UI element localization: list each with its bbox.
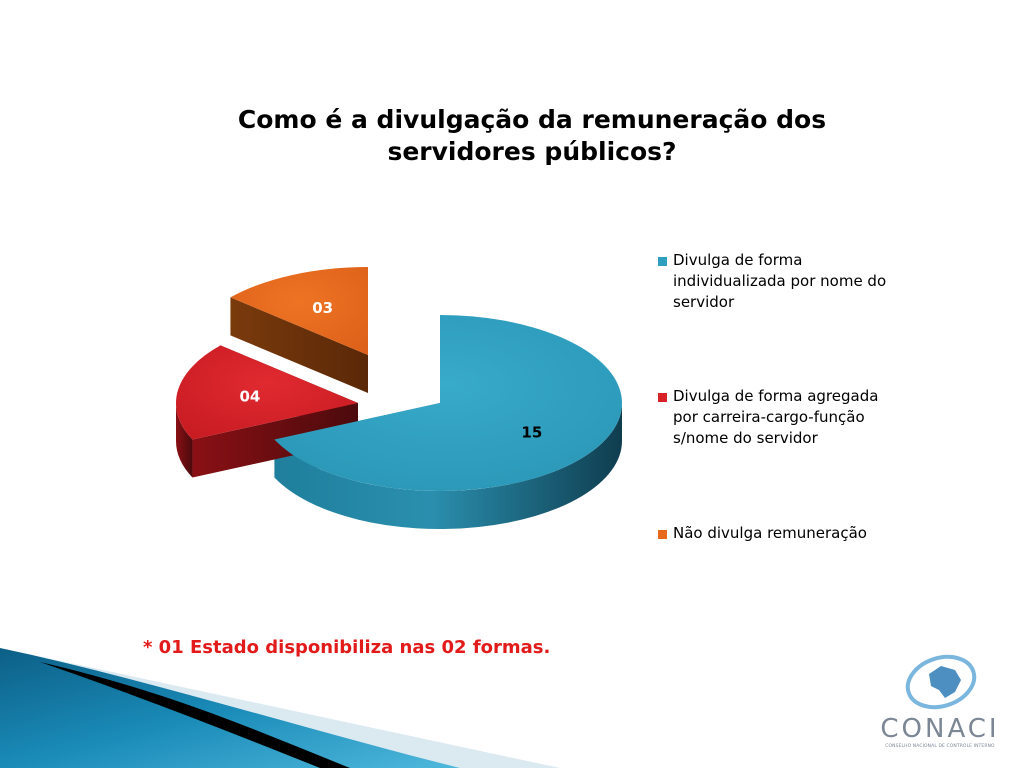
legend-swatch-agregada xyxy=(658,393,667,402)
pie-slice-cut-face-nao-divulga-0 xyxy=(230,297,368,393)
footnote: * 01 Estado disponibiliza nas 02 formas. xyxy=(143,637,551,658)
pie-slice-individualizada xyxy=(274,315,622,491)
legend-item-nao-divulga: Não divulga remuneração xyxy=(658,523,928,544)
logo-subtext: CONSELHO NACIONAL DE CONTROLE INTERNO xyxy=(885,744,995,749)
legend-label-agregada-line-2: por carreira-cargo-função xyxy=(673,408,865,426)
decorative-swoosh xyxy=(0,648,560,768)
conaci-emblem-icon xyxy=(905,654,977,710)
data-label-individualizada: 15 xyxy=(521,424,542,442)
slide-title-line-2: servidores públicos? xyxy=(387,137,677,166)
legend-item-agregada: Divulga de forma agregada por carreira-c… xyxy=(658,386,928,449)
pie-chart: 15 04 03 xyxy=(175,267,622,530)
data-label-nao-divulga: 03 xyxy=(312,299,333,317)
legend-label-individualizada-line-2: individualizada por nome do xyxy=(673,272,887,290)
legend-label-agregada-line-3: s/nome do servidor xyxy=(673,429,818,447)
legend-item-individualizada: Divulga de forma individualizada por nom… xyxy=(658,250,928,313)
pie-tops xyxy=(175,267,622,491)
legend-label-agregada-line-1: Divulga de forma agregada xyxy=(673,387,879,405)
data-label-agregada: 04 xyxy=(239,387,260,405)
conaci-logo: CONACI CONSELHO NACIONAL DE CONTROLE INT… xyxy=(875,652,1005,756)
legend-label-nao-divulga: Não divulga remuneração xyxy=(673,524,867,542)
pie-slice-agregada xyxy=(175,345,358,440)
legend-label-individualizada-line-3: servidor xyxy=(673,293,735,311)
pie-slice-wall-individualizada-0 xyxy=(274,403,622,530)
slide-title-line-1: Como é a divulgação da remuneração dos xyxy=(237,105,827,134)
legend-swatch-nao-divulga xyxy=(658,530,667,539)
logo-text: CONACI xyxy=(880,714,1000,744)
legend-label-individualizada-line-1: Divulga de forma xyxy=(673,251,803,269)
slide-title: Como é a divulgação da remuneração dos s… xyxy=(200,104,864,168)
pie-slice-wall-agregada-0 xyxy=(176,403,193,478)
legend-swatch-individualizada xyxy=(658,257,667,266)
pie-slice-nao-divulga xyxy=(230,267,368,355)
pie-data-labels: 15 04 03 xyxy=(239,299,542,442)
